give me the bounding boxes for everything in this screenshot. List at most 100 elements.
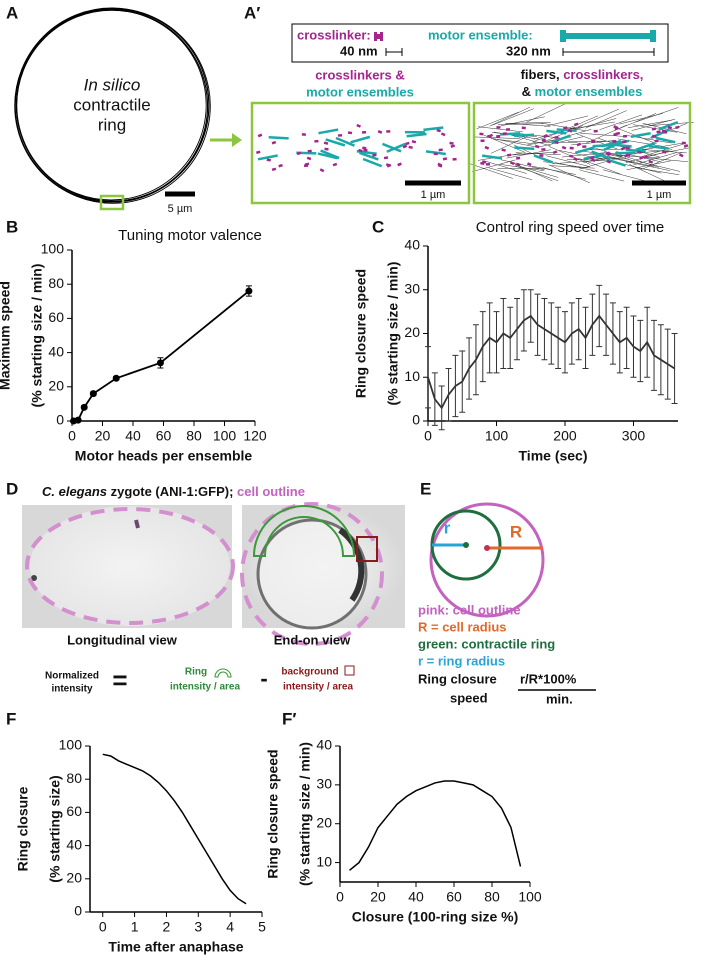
error-bar xyxy=(665,329,671,399)
error-bar xyxy=(589,294,595,355)
legend-line: pink: cell outline xyxy=(418,602,521,617)
y-tick-label: 30 xyxy=(404,280,420,296)
filament xyxy=(655,141,659,142)
y-axis-label: (% starting size / min) xyxy=(385,262,401,406)
y-tick-label: 20 xyxy=(48,378,64,394)
filament xyxy=(662,152,666,153)
title-part: fibers, xyxy=(521,67,564,82)
filament xyxy=(297,153,301,154)
filament xyxy=(450,143,454,144)
R-label: R xyxy=(510,522,522,541)
filament xyxy=(305,164,309,165)
filament xyxy=(580,170,624,181)
y-tick-label: 10 xyxy=(404,368,420,384)
x-tick-label: 120 xyxy=(243,428,267,444)
filament xyxy=(585,111,626,129)
filament xyxy=(443,158,447,159)
x-tick-label: 60 xyxy=(156,428,172,444)
filament xyxy=(482,156,502,159)
error-bar xyxy=(610,303,616,364)
y-tick-label: 10 xyxy=(316,853,332,869)
legend-scale: 40 nm xyxy=(340,43,378,58)
filament xyxy=(668,127,672,128)
y-tick-label: 60 xyxy=(48,309,64,325)
filament xyxy=(553,152,557,153)
y-tick-label: 0 xyxy=(74,903,82,919)
title-part: & xyxy=(522,84,535,99)
box-title: motor ensembles xyxy=(306,84,414,99)
error-bar xyxy=(644,307,650,377)
filament xyxy=(269,137,289,138)
filament xyxy=(267,160,271,161)
filament xyxy=(510,162,514,164)
x-tick-label: 0 xyxy=(68,428,76,444)
filament xyxy=(563,127,567,128)
arrow-head xyxy=(232,133,242,147)
error-bar xyxy=(493,312,499,373)
error-bar xyxy=(439,386,445,430)
filament xyxy=(652,129,656,130)
x-tick-label: 1 xyxy=(131,919,139,935)
caption-part: C. elegans xyxy=(42,484,107,499)
filament xyxy=(607,161,611,163)
error-bar xyxy=(535,294,541,355)
x-tick-label: 40 xyxy=(125,428,141,444)
error-bar xyxy=(452,355,458,416)
filament xyxy=(516,158,520,159)
filament xyxy=(398,164,402,166)
point xyxy=(75,417,82,424)
view-label: Longitudinal view xyxy=(67,632,178,647)
motor-icon xyxy=(560,30,656,42)
error-bar xyxy=(521,290,527,351)
x-tick-label: 80 xyxy=(484,889,500,905)
filament xyxy=(652,136,656,137)
filament xyxy=(351,137,370,142)
y-axis-label: (% starting size) xyxy=(47,775,63,882)
r-label: r xyxy=(444,518,451,537)
error-bar xyxy=(658,325,664,395)
panel-label: D xyxy=(6,479,18,498)
filament xyxy=(560,160,605,163)
title-part: crosslinkers, xyxy=(563,67,643,82)
y-axis-label: Maximum speed xyxy=(0,281,13,390)
filament xyxy=(439,150,443,151)
filament xyxy=(384,157,388,158)
y-axis-label: (% starting size / min) xyxy=(29,264,45,408)
equals: = xyxy=(112,665,127,695)
y-tick-label: 20 xyxy=(66,870,82,886)
equation-term: intensity / area xyxy=(170,682,240,693)
point xyxy=(245,288,252,295)
point xyxy=(81,404,88,411)
filament xyxy=(626,155,630,156)
filament xyxy=(527,163,531,164)
filament xyxy=(405,143,409,144)
y-tick-label: 40 xyxy=(404,237,420,253)
view-label: End-on view xyxy=(274,632,351,647)
error-bar xyxy=(603,294,609,355)
box-title: crosslinkers & xyxy=(315,67,405,82)
formula: r/R*100% xyxy=(520,671,577,686)
panel-label: B xyxy=(6,217,18,236)
filament xyxy=(557,130,577,131)
filament xyxy=(507,155,511,156)
legend-scale-bar xyxy=(563,48,654,56)
y-tick-label: 20 xyxy=(316,814,332,830)
error-bar xyxy=(500,299,506,369)
y-tick-label: 80 xyxy=(48,275,64,291)
error-bar xyxy=(507,307,513,368)
filament xyxy=(357,125,361,126)
filament xyxy=(378,131,382,132)
x-tick-label: 5 xyxy=(258,919,266,935)
box-title: & motor ensembles xyxy=(522,84,643,99)
filament xyxy=(480,163,484,164)
legend-label: crosslinker: xyxy=(297,27,371,42)
error-bar xyxy=(466,338,472,399)
filament xyxy=(679,155,683,157)
x-tick-label: 4 xyxy=(226,919,234,935)
filament xyxy=(258,135,262,136)
x-tick-label: 60 xyxy=(446,889,462,905)
x-tick-label: 300 xyxy=(622,428,646,444)
equation-term: background xyxy=(281,667,338,678)
